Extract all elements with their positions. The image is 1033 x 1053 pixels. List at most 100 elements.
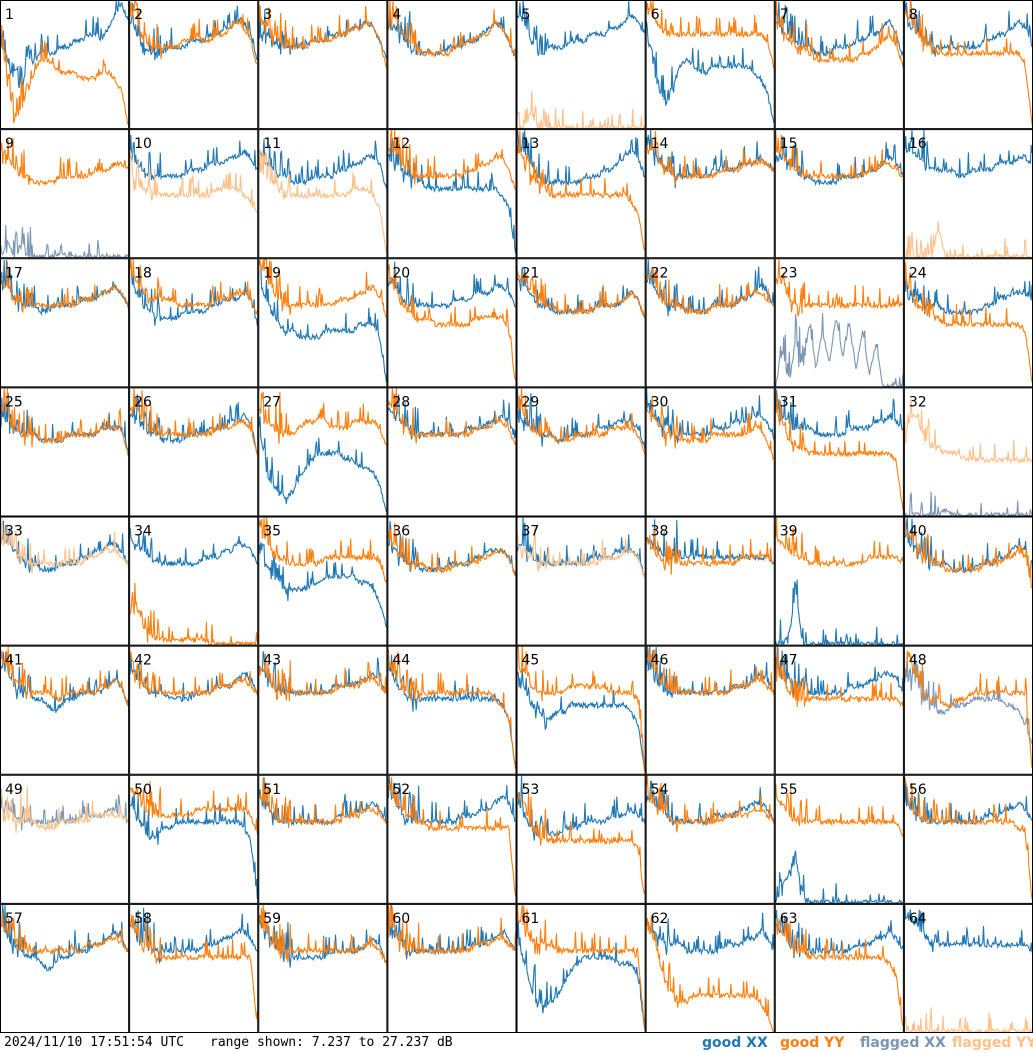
panel-frame xyxy=(774,645,904,775)
panel-frame xyxy=(258,516,388,646)
panel-label: 3 xyxy=(263,7,272,23)
panel-frame xyxy=(645,387,775,517)
panel-28: 28 xyxy=(387,387,517,517)
panel-label: 44 xyxy=(392,653,410,669)
panel-60: 60 xyxy=(387,903,517,1033)
series-yy-39 xyxy=(775,517,904,568)
panel-24: 24 xyxy=(903,258,1033,388)
panel-label: 63 xyxy=(780,911,798,927)
panel-label: 28 xyxy=(392,394,410,410)
panel-35: 35 xyxy=(258,516,388,646)
series-yy-48 xyxy=(904,650,1033,769)
series-yy-37 xyxy=(516,525,646,579)
series-yy-43 xyxy=(258,653,387,702)
panel-frame xyxy=(645,129,775,259)
series-xx-60 xyxy=(388,904,516,960)
series-yy-41 xyxy=(0,646,129,706)
panel-label: 58 xyxy=(134,911,152,927)
panel-frame xyxy=(258,645,388,775)
panel-3: 3 xyxy=(258,0,388,130)
panel-51: 51 xyxy=(258,774,388,904)
series-xx-61 xyxy=(516,920,646,1028)
panel-frame xyxy=(258,258,388,388)
panel-frame xyxy=(0,903,130,1033)
panel-frame xyxy=(129,903,259,1033)
series-yy-40 xyxy=(904,517,1033,589)
panel-label: 1 xyxy=(5,7,14,23)
series-yy-58 xyxy=(129,914,258,1020)
series-xx-32 xyxy=(904,491,1033,517)
panel-13: 13 xyxy=(516,129,646,259)
series-yy-32 xyxy=(904,398,1033,464)
panel-frame xyxy=(129,0,259,130)
series-yy-33 xyxy=(0,517,129,574)
series-yy-13 xyxy=(516,130,646,251)
panel-25: 25 xyxy=(0,387,130,517)
series-yy-55 xyxy=(775,783,904,837)
panel-label: 42 xyxy=(134,653,152,669)
series-yy-31 xyxy=(775,393,904,510)
series-yy-6 xyxy=(646,0,775,69)
panel-label: 30 xyxy=(651,394,669,410)
panel-20: 20 xyxy=(387,258,517,388)
series-xx-12 xyxy=(387,138,517,253)
panel-32: 32 xyxy=(903,387,1033,517)
panel-frame xyxy=(774,774,904,904)
panel-31: 31 xyxy=(774,387,904,517)
panel-frame xyxy=(129,129,259,259)
panel-label: 20 xyxy=(392,265,410,281)
series-yy-47 xyxy=(775,647,904,708)
panel-45: 45 xyxy=(516,645,646,775)
panel-label: 8 xyxy=(909,7,918,23)
panel-frame xyxy=(645,516,775,646)
series-xx-20 xyxy=(387,261,516,310)
panel-frame xyxy=(129,258,259,388)
series-yy-30 xyxy=(646,396,775,461)
panel-label: 60 xyxy=(392,911,410,927)
panel-label: 14 xyxy=(651,136,669,152)
panel-frame xyxy=(774,516,904,646)
panel-23: 23 xyxy=(774,258,904,388)
series-yy-61 xyxy=(516,904,646,1030)
panel-5: 5 xyxy=(516,0,646,130)
legend-flagged-xx: flagged XX xyxy=(860,1035,946,1051)
panel-42: 42 xyxy=(129,645,259,775)
panel-label: 64 xyxy=(909,911,927,927)
panel-frame xyxy=(774,387,904,517)
panel-59: 59 xyxy=(258,903,388,1033)
panel-frame xyxy=(387,129,517,259)
panel-label: 25 xyxy=(5,394,23,410)
panel-label: 22 xyxy=(651,265,669,281)
series-xx-35 xyxy=(258,542,387,628)
panel-frame xyxy=(516,516,646,646)
series-xx-6 xyxy=(646,21,775,123)
panel-11: 11 xyxy=(258,129,388,259)
panel-frame xyxy=(129,645,259,775)
series-yy-62 xyxy=(646,915,775,1033)
series-xx-16 xyxy=(904,130,1033,179)
panel-label: 40 xyxy=(909,524,927,540)
panel-frame xyxy=(516,129,646,259)
panel-frame xyxy=(645,0,775,130)
series-yy-8 xyxy=(904,0,1033,126)
panel-43: 43 xyxy=(258,645,388,775)
panel-47: 47 xyxy=(774,645,904,775)
series-xx-9 xyxy=(0,224,129,259)
series-xx-52 xyxy=(387,775,516,827)
panel-frame xyxy=(774,129,904,259)
panel-label: 5 xyxy=(522,7,531,23)
series-yy-16 xyxy=(904,221,1032,259)
series-yy-24 xyxy=(904,262,1033,383)
panel-37: 37 xyxy=(516,516,646,646)
panel-label: 13 xyxy=(522,136,540,152)
series-xx-27 xyxy=(258,416,387,513)
series-xx-64 xyxy=(904,904,1033,953)
panel-label: 33 xyxy=(5,524,23,540)
series-yy-12 xyxy=(387,129,517,191)
series-xx-8 xyxy=(904,0,1033,57)
panel-frame xyxy=(0,129,130,259)
panel-label: 43 xyxy=(263,653,281,669)
panel-46: 46 xyxy=(645,645,775,775)
panel-frame xyxy=(516,258,646,388)
series-yy-38 xyxy=(646,528,775,575)
